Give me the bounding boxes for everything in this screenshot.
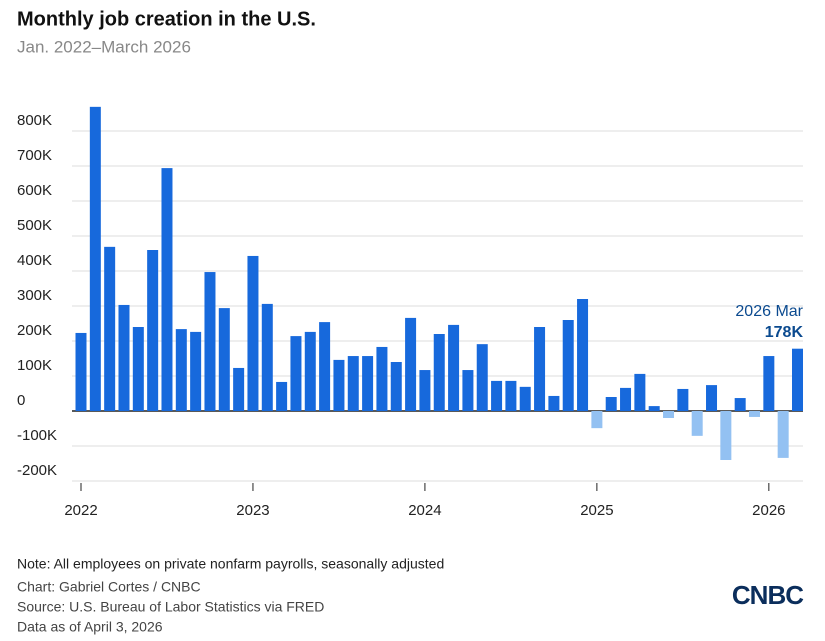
- bar: [720, 411, 732, 460]
- bar: [634, 373, 646, 411]
- bar: [362, 356, 374, 411]
- y-tick-label: 600K: [17, 182, 52, 199]
- bar: [290, 336, 302, 411]
- source: Source: U.S. Bureau of Labor Statistics …: [17, 599, 324, 615]
- bar: [462, 370, 474, 411]
- note: Note: All employees on private nonfarm p…: [17, 556, 444, 572]
- bar: [218, 308, 230, 411]
- x-tick-label: 2026: [752, 502, 785, 519]
- y-tick-label: 500K: [17, 217, 52, 234]
- bar: [620, 387, 632, 411]
- bar: [75, 332, 87, 411]
- y-tick-label: 100K: [17, 357, 52, 374]
- bar: [763, 356, 775, 411]
- bar: [792, 348, 803, 411]
- bar: [476, 344, 488, 411]
- bar: [749, 411, 761, 417]
- x-tick-label: 2022: [64, 502, 97, 519]
- bar: [433, 334, 445, 411]
- bar: [132, 327, 144, 411]
- bar: [104, 246, 116, 411]
- bar: [333, 359, 345, 411]
- annotation: 2026 Mar: [735, 303, 803, 320]
- bar: [706, 385, 718, 411]
- bar: [491, 380, 503, 411]
- bar: [247, 255, 259, 411]
- y-tick-label: 800K: [17, 112, 52, 129]
- bar: [648, 406, 660, 411]
- bar: [161, 168, 173, 411]
- y-tick-label: 300K: [17, 287, 52, 304]
- y-tick-label: -200K: [17, 462, 57, 479]
- bar: [505, 380, 517, 411]
- bar: [734, 398, 746, 411]
- bar: [419, 370, 431, 411]
- bar: [390, 362, 402, 411]
- y-tick-label: -100K: [17, 427, 57, 444]
- bar: [519, 386, 531, 411]
- bar: [534, 327, 546, 411]
- bar: [677, 388, 689, 411]
- bar: [175, 329, 187, 411]
- date-note: Data as of April 3, 2026: [17, 619, 163, 635]
- y-tick-label: 200K: [17, 322, 52, 339]
- credit: Chart: Gabriel Cortes / CNBC: [17, 579, 201, 595]
- bar: [190, 331, 202, 411]
- logo: CNBC: [732, 580, 804, 610]
- bar: [548, 395, 560, 411]
- bar: [777, 411, 789, 458]
- bar: [89, 106, 101, 411]
- bar: [663, 411, 675, 418]
- bar: [118, 304, 130, 411]
- y-tick-label: 400K: [17, 252, 52, 269]
- value-label: 178K: [765, 324, 804, 341]
- bar: [448, 324, 460, 411]
- bar: [591, 411, 603, 429]
- bar: [233, 367, 245, 411]
- bar: [304, 331, 316, 411]
- bar: [405, 317, 417, 411]
- bar: [204, 272, 216, 411]
- x-tick-label: 2023: [236, 502, 269, 519]
- y-tick-label: 0: [17, 392, 25, 409]
- chart-title: Monthly job creation in the U.S.: [17, 8, 316, 30]
- bar: [562, 320, 574, 411]
- bar: [276, 381, 288, 411]
- y-tick-label: 700K: [17, 147, 52, 164]
- bar: [261, 303, 273, 411]
- bar: [691, 411, 703, 436]
- bar: [319, 322, 331, 411]
- bar: [605, 397, 617, 411]
- bar: [577, 299, 589, 411]
- bar: [376, 346, 388, 411]
- x-tick-label: 2025: [580, 502, 613, 519]
- chart-subtitle: Jan. 2022–March 2026: [17, 37, 191, 56]
- bar: [147, 250, 159, 411]
- bar: [347, 356, 359, 411]
- x-tick-label: 2024: [408, 502, 441, 519]
